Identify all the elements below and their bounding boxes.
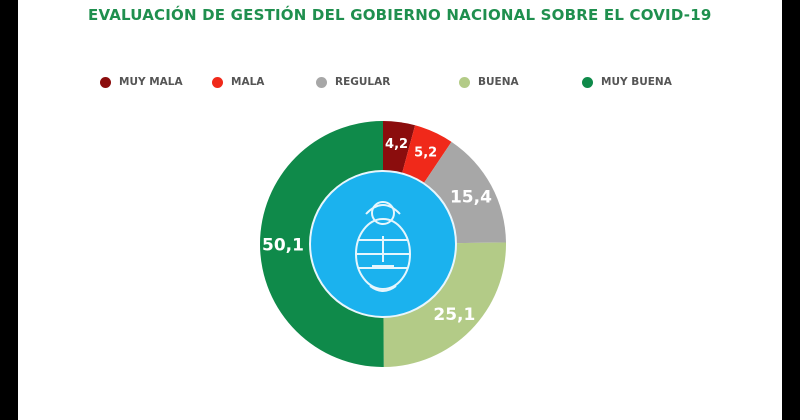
data-label: 5,2: [414, 145, 437, 160]
argentina-coat-of-arms-icon: [355, 201, 411, 292]
legend-dot: [459, 76, 470, 88]
data-label: 25,1: [433, 305, 475, 325]
legend-label: REGULAR: [335, 76, 391, 88]
legend-item-buena: BUENA: [459, 76, 519, 88]
legend-label: MUY MALA: [119, 76, 183, 88]
legend-dot: [316, 76, 327, 88]
data-label: 50,1: [262, 235, 304, 255]
chart-title: EVALUACIÓN DE GESTIÓN DEL GOBIERNO NACIO…: [88, 6, 712, 24]
legend-item-mala: MALA: [212, 76, 264, 88]
legend-item-muy-buena: MUY BUENA: [582, 76, 672, 88]
legend-item-regular: REGULAR: [316, 76, 390, 88]
legend-dot: [212, 76, 223, 88]
legend-label: MUY BUENA: [601, 76, 672, 88]
data-label: 4,2: [385, 137, 408, 152]
legend-item-muy-mala: MUY MALA: [100, 76, 183, 88]
data-label: 15,4: [450, 187, 492, 207]
legend-label: BUENA: [478, 76, 519, 88]
legend-dot: [100, 76, 111, 88]
legend-label: MALA: [231, 76, 265, 88]
legend-dot: [582, 76, 593, 88]
